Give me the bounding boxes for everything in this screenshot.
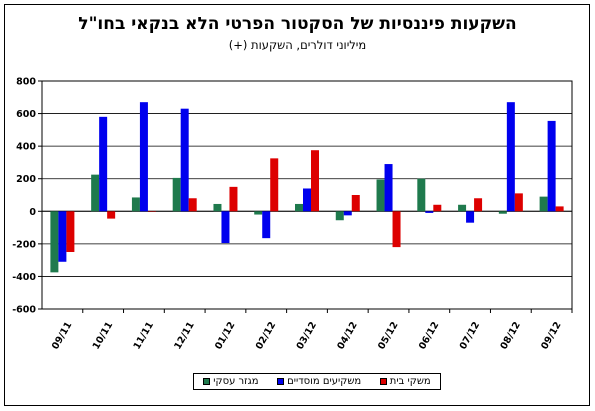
y-tick-label: -600 — [12, 305, 36, 316]
chart-subtitle: מיליוני דולרים, השקעות (+) — [228, 38, 367, 52]
plot-border — [41, 80, 573, 310]
x-tick-label: 03/12 — [295, 320, 319, 351]
x-tick-label: 05/12 — [376, 320, 400, 351]
legend-label: משקי בית — [389, 376, 431, 387]
y-tick-label: 800 — [16, 77, 36, 88]
bar-2-10-11 — [99, 116, 108, 212]
bar-1-09-12 — [539, 196, 548, 212]
bar-2-11-11 — [139, 102, 148, 212]
bar-3-07-12 — [474, 198, 483, 212]
x-tick-label: 04/12 — [335, 320, 359, 351]
x-tick-label: 10/11 — [91, 320, 115, 351]
bar-2-12-11 — [180, 108, 189, 212]
chart-title: השקעות פיננסיות של הסקטור הפרטי הלא בנקא… — [78, 14, 517, 34]
bar-3-02-12 — [270, 158, 279, 212]
legend-swatch — [379, 378, 387, 385]
x-tick-label: 09/12 — [539, 320, 563, 351]
y-tick-label: -200 — [12, 239, 36, 250]
legend-item: משקיעים מוסדיים — [277, 376, 361, 387]
x-tick-label: 06/12 — [417, 320, 441, 351]
bar-2-08-12 — [506, 102, 515, 212]
bar-3-12-11 — [188, 198, 197, 212]
bar-1-06-12 — [417, 178, 426, 212]
legend: מגזר עסקי משקיעים מוסדיים משקי בית — [193, 373, 441, 390]
legend-swatch — [203, 378, 211, 385]
x-tick-label: 02/12 — [254, 320, 278, 351]
bar-2-09-12 — [547, 120, 556, 212]
x-tick-label: 08/12 — [498, 320, 522, 351]
y-tick-label: 400 — [16, 142, 36, 153]
legend-label: משקיעים מוסדיים — [287, 376, 362, 387]
bar-2-09-11 — [58, 211, 67, 262]
bar-2-01-12 — [221, 211, 230, 244]
bar-3-10-11 — [107, 211, 116, 219]
bar-1-04-12 — [335, 211, 344, 221]
x-tick-label: 07/12 — [458, 320, 482, 351]
x-tick-label: 12/11 — [172, 320, 196, 351]
bar-2-02-12 — [262, 211, 271, 239]
legend-item: משקי בית — [379, 376, 431, 387]
y-tick-label: -400 — [12, 272, 36, 283]
bar-1-10-11 — [91, 174, 100, 212]
bar-2-03-12 — [303, 188, 311, 212]
bar-3-08-12 — [514, 193, 523, 212]
bar-2-04-12 — [343, 211, 352, 216]
bar-1-12-11 — [172, 177, 181, 212]
bar-1-11-11 — [131, 197, 140, 212]
bar-3-03-12 — [311, 150, 319, 212]
bar-3-09-12 — [555, 206, 564, 212]
bar-1-01-12 — [213, 203, 222, 212]
y-tick-label: 200 — [16, 174, 36, 185]
bar-2-05-12 — [384, 164, 393, 212]
bar-3-06-12 — [433, 204, 442, 212]
x-tick-label: 01/12 — [213, 320, 237, 351]
x-tick-label: 09/11 — [50, 320, 74, 351]
bar-3-05-12 — [392, 211, 401, 248]
bar-3-04-12 — [351, 195, 360, 212]
bar-3-09-11 — [66, 211, 75, 252]
legend-label: מגזר עסקי — [213, 376, 259, 387]
legend-item: מגזר עסקי — [203, 376, 259, 387]
bar-1-07-12 — [458, 204, 467, 212]
y-tick-label: 0 — [29, 207, 36, 218]
bar-3-01-12 — [229, 186, 238, 212]
y-tick-label: 600 — [16, 109, 36, 120]
bar-1-05-12 — [376, 179, 385, 212]
bar-2-07-12 — [466, 211, 475, 223]
bar-2-06-12 — [425, 211, 434, 213]
bar-1-08-12 — [498, 211, 507, 214]
legend-swatch — [277, 378, 285, 385]
bar-1-09-11 — [50, 211, 59, 273]
bar-3-11-11 — [147, 211, 156, 212]
x-tick-label: 11/11 — [132, 320, 156, 351]
bar-1-03-12 — [295, 203, 303, 212]
bar-1-02-12 — [254, 211, 263, 215]
